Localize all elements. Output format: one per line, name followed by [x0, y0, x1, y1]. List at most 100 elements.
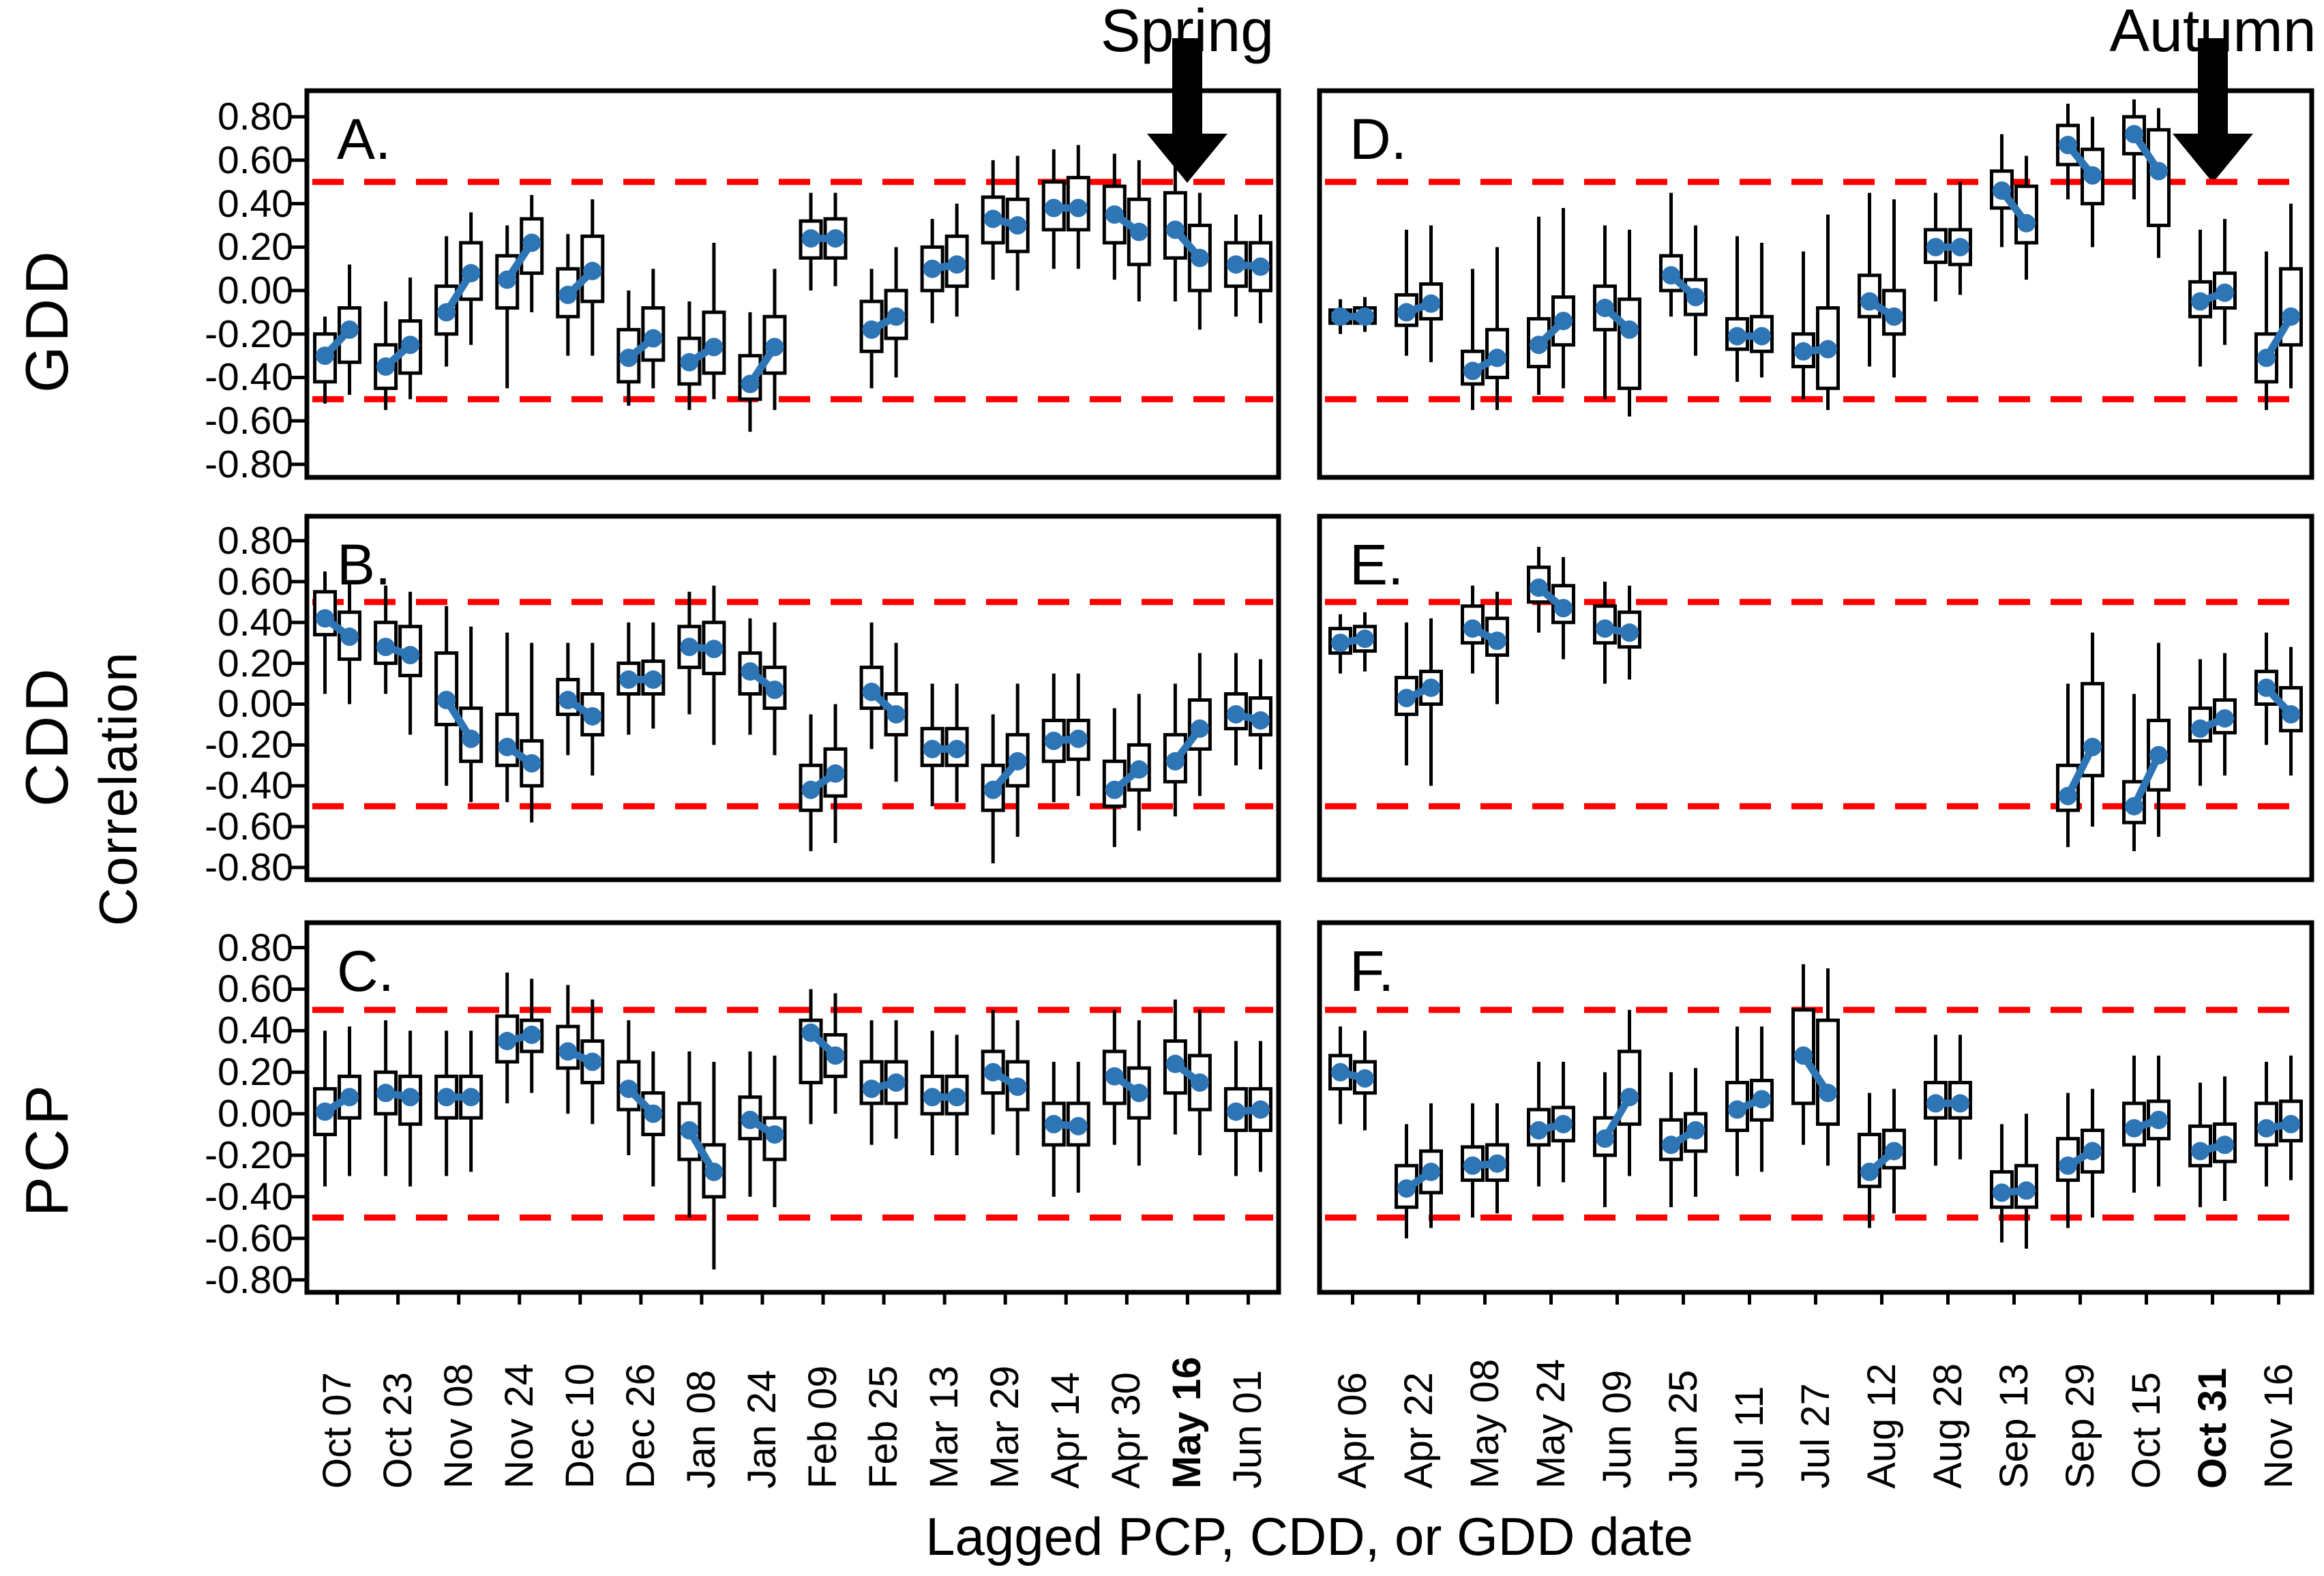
median-dot: [401, 1088, 420, 1107]
median-dot: [644, 1104, 663, 1123]
median-dot: [2282, 704, 2300, 724]
median-dot: [983, 1062, 1002, 1082]
median-dot: [498, 737, 517, 756]
x-tick-label: Oct 07: [314, 1372, 359, 1489]
median-dot: [704, 1162, 724, 1181]
median-dot: [923, 259, 942, 278]
median-dot: [462, 264, 481, 283]
y-tick-label: -0.40: [205, 764, 293, 808]
median-dot: [1926, 237, 1945, 256]
median-dot: [1885, 1142, 1903, 1161]
x-tick-label: Apr 22: [1396, 1372, 1441, 1489]
y-tick-label: -0.60: [205, 399, 293, 443]
median-dot: [704, 338, 724, 357]
x-tick-label: Jan 24: [739, 1369, 784, 1489]
panel-plot-D: D.: [1317, 88, 2314, 480]
panel-letter: F.: [1350, 939, 1394, 1003]
median-dot: [1226, 704, 1245, 724]
x-tick-label: May 24: [1528, 1358, 1573, 1489]
median-dot: [583, 707, 602, 726]
y-tick-label: 0.00: [218, 1092, 293, 1136]
autumn-down-arrow-icon: [2173, 38, 2253, 183]
y-tick-label: 0.80: [218, 518, 293, 563]
median-dot: [1794, 342, 1813, 361]
y-tick-label: 0.40: [218, 1009, 293, 1053]
median-dot: [1069, 729, 1088, 748]
box: [2081, 682, 2104, 777]
median-dot: [2191, 1142, 2209, 1161]
median-dot: [704, 640, 724, 659]
panel-letter: C.: [337, 939, 394, 1003]
median-dot: [522, 754, 541, 773]
x-tick-label: Dec 26: [618, 1363, 663, 1489]
median-dot: [1226, 255, 1245, 274]
median-dot: [1105, 1067, 1124, 1086]
y-tick-label: 0.20: [218, 641, 293, 685]
x-tick-label: Nov 16: [2256, 1363, 2301, 1489]
median-dot: [1105, 780, 1124, 799]
median-dot: [826, 229, 845, 248]
median-dot: [1331, 307, 1350, 326]
median-dot: [498, 1032, 517, 1051]
median-dot: [558, 690, 578, 709]
panel-border: [1317, 88, 2314, 480]
panel-letter: B.: [337, 533, 391, 597]
median-dot: [1190, 719, 1209, 738]
median-dot: [1165, 752, 1185, 771]
median-dot: [2216, 283, 2234, 302]
median-dot: [619, 348, 638, 368]
median-dot: [862, 1080, 881, 1099]
y-tick-label: 0.60: [218, 967, 293, 1011]
median-dot: [644, 670, 663, 689]
median-dot: [376, 357, 396, 376]
x-tick-label: Nov 08: [436, 1363, 481, 1489]
median-dot: [2149, 1110, 2168, 1129]
median-dot: [765, 1125, 784, 1144]
median-dot: [1926, 1094, 1945, 1113]
x-tick-label: Mar 29: [983, 1365, 1028, 1489]
median-dot: [316, 346, 335, 366]
median-dot: [1165, 1054, 1185, 1073]
median-dot: [401, 336, 420, 355]
panel-border: [1317, 920, 2314, 1295]
box: [1618, 297, 1641, 390]
median-dot: [2149, 162, 2168, 181]
median-dot: [437, 303, 456, 322]
median-dot: [801, 1023, 820, 1042]
y-tick-label: 0.00: [218, 269, 293, 313]
x-tick-label: Dec 10: [557, 1363, 602, 1489]
panel-letter: E.: [1350, 533, 1403, 597]
y-tick-label: -0.60: [205, 805, 293, 849]
median-dot: [1686, 1120, 1705, 1140]
median-dot: [947, 255, 966, 274]
median-dot: [1662, 1135, 1680, 1155]
median-dot: [376, 638, 396, 657]
x-tick-label: Apr 06: [1330, 1372, 1375, 1489]
median-dot: [741, 1110, 760, 1129]
median-dot: [2257, 348, 2276, 368]
median-dot: [1686, 288, 1705, 307]
median-dot: [983, 209, 1002, 228]
median-dot: [1993, 181, 2011, 200]
median-dot: [1885, 307, 1903, 326]
x-tick-label: Feb 09: [801, 1365, 846, 1489]
y-tick-label: -0.80: [205, 442, 293, 486]
box: [1816, 1018, 1840, 1126]
median-dot: [1819, 1084, 1837, 1103]
median-dot: [1530, 578, 1548, 597]
y-tick-label: -0.80: [205, 1258, 293, 1302]
median-dot: [923, 1088, 942, 1107]
x-tick-label: Jun 25: [1660, 1369, 1705, 1489]
y-tick-label: 0.20: [218, 1050, 293, 1095]
median-dot: [1728, 1100, 1746, 1119]
median-dot: [619, 670, 638, 689]
median-dot: [2059, 786, 2077, 805]
median-dot: [2083, 737, 2102, 756]
x-tick-label: Aug 12: [1859, 1363, 1904, 1489]
y-tick-label: -0.80: [205, 846, 293, 890]
median-dot: [583, 261, 602, 280]
median-dot: [826, 1046, 845, 1065]
median-dot: [2149, 745, 2168, 764]
median-dot: [1951, 1094, 1969, 1113]
